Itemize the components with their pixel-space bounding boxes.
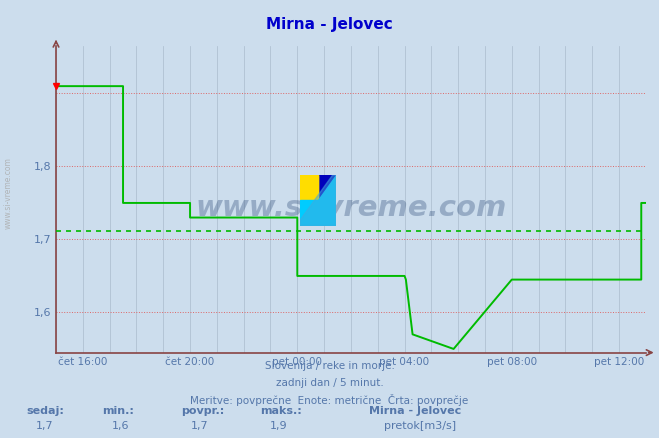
Polygon shape [300,201,336,226]
Text: Mirna - Jelovec: Mirna - Jelovec [266,17,393,32]
Text: 1,9: 1,9 [270,421,288,431]
Text: maks.:: maks.: [260,406,302,417]
Text: Slovenija / reke in morje.: Slovenija / reke in morje. [264,361,395,371]
Text: www.si-vreme.com: www.si-vreme.com [195,194,507,223]
Text: 1,7: 1,7 [36,421,54,431]
Text: povpr.:: povpr.: [181,406,225,417]
Bar [300,175,318,201]
Text: Meritve: povprečne  Enote: metrične  Črta: povprečje: Meritve: povprečne Enote: metrične Črta:… [190,394,469,406]
Text: min.:: min.: [102,406,134,417]
Text: 1,7: 1,7 [191,421,209,431]
Text: sedaj:: sedaj: [26,406,64,417]
Text: 1,6: 1,6 [112,421,130,431]
Text: zadnji dan / 5 minut.: zadnji dan / 5 minut. [275,378,384,388]
Polygon shape [318,175,336,201]
Text: Mirna - Jelovec: Mirna - Jelovec [369,406,461,417]
Text: www.si-vreme.com: www.si-vreme.com [3,157,13,229]
Polygon shape [300,175,336,226]
Bar [300,175,318,201]
Text: pretok[m3/s]: pretok[m3/s] [384,421,455,431]
